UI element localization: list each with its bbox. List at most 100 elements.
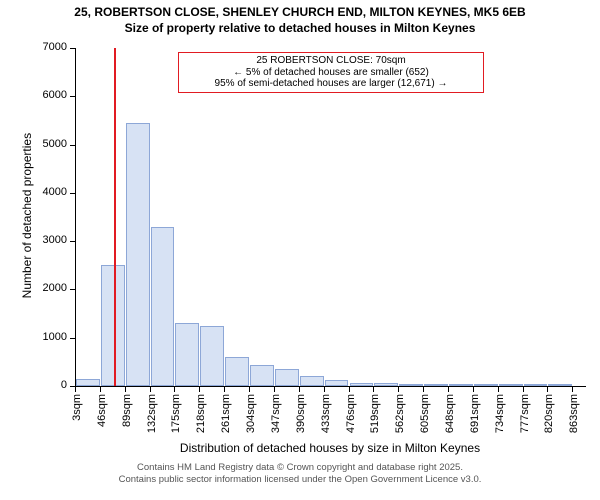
- histogram-bar: [424, 384, 448, 386]
- x-tick-label: 476sqm: [345, 394, 357, 433]
- x-tick: 605sqm: [423, 386, 424, 500]
- y-tick-label: 2000: [43, 282, 67, 294]
- x-tick-label: 777sqm: [519, 394, 531, 433]
- y-tickmark: [70, 289, 75, 290]
- histogram-bar: [499, 384, 523, 386]
- reference-line: [114, 48, 116, 386]
- x-tick-label: 562sqm: [394, 394, 406, 433]
- x-tick: 562sqm: [398, 386, 399, 500]
- x-tick-label: 46sqm: [96, 394, 108, 427]
- x-tickmark: [125, 386, 126, 392]
- histogram-bar: [449, 384, 473, 386]
- x-tick-label: 3sqm: [71, 394, 83, 421]
- y-tick-label: 6000: [43, 89, 67, 101]
- footer-line2: Contains public sector information licen…: [0, 474, 600, 485]
- x-tick: 648sqm: [448, 386, 449, 500]
- x-tick: 390sqm: [299, 386, 300, 500]
- x-tick: 89sqm: [125, 386, 126, 500]
- y-tick: 3000: [70, 241, 75, 242]
- histogram-bar: [76, 379, 100, 386]
- x-tick: 304sqm: [249, 386, 250, 500]
- x-tickmark: [299, 386, 300, 392]
- histogram-bar: [175, 323, 199, 386]
- annotation-line: 25 ROBERTSON CLOSE: 70sqm: [185, 55, 477, 67]
- histogram-bar: [126, 123, 150, 386]
- x-tick-label: 175sqm: [170, 394, 182, 433]
- x-tick-label: 89sqm: [121, 394, 133, 427]
- x-tick-label: 261sqm: [220, 394, 232, 433]
- plot-area: 25 ROBERTSON CLOSE: 70sqm← 5% of detache…: [75, 48, 586, 387]
- y-tick-label: 4000: [43, 186, 67, 198]
- x-tick-label: 820sqm: [543, 394, 555, 433]
- annotation-box: 25 ROBERTSON CLOSE: 70sqm← 5% of detache…: [178, 52, 484, 93]
- x-tickmark: [523, 386, 524, 392]
- x-tick: 777sqm: [523, 386, 524, 500]
- x-tickmark: [547, 386, 548, 392]
- histogram-bar: [374, 383, 398, 386]
- x-tick-label: 519sqm: [369, 394, 381, 433]
- x-tick: 218sqm: [199, 386, 200, 500]
- chart-title-line2: Size of property relative to detached ho…: [0, 21, 600, 35]
- y-axis-label: Number of detached properties: [20, 114, 34, 317]
- histogram-bar: [250, 365, 274, 386]
- x-tick-label: 433sqm: [320, 394, 332, 433]
- x-tick: 691sqm: [473, 386, 474, 500]
- x-tick-label: 218sqm: [195, 394, 207, 433]
- x-tickmark: [398, 386, 399, 392]
- y-tickmark: [70, 338, 75, 339]
- x-tickmark: [174, 386, 175, 392]
- histogram-bar: [524, 384, 548, 386]
- x-tickmark: [572, 386, 573, 392]
- x-tick: 347sqm: [274, 386, 275, 500]
- x-tickmark: [150, 386, 151, 392]
- footer-line1: Contains HM Land Registry data © Crown c…: [0, 462, 600, 473]
- histogram-bar: [200, 326, 224, 386]
- x-tick: 132sqm: [150, 386, 151, 500]
- x-tickmark: [448, 386, 449, 392]
- x-tick-label: 734sqm: [494, 394, 506, 433]
- histogram-bar: [325, 380, 349, 386]
- y-tick-label: 3000: [43, 234, 67, 246]
- x-tickmark: [249, 386, 250, 392]
- x-tick: 175sqm: [174, 386, 175, 500]
- y-tick-label: 5000: [43, 138, 67, 150]
- y-tickmark: [70, 48, 75, 49]
- chart-title-line1: 25, ROBERTSON CLOSE, SHENLEY CHURCH END,…: [0, 5, 600, 19]
- x-tick: 863sqm: [572, 386, 573, 500]
- y-tickmark: [70, 241, 75, 242]
- x-tick-label: 132sqm: [146, 394, 158, 433]
- histogram-bar: [548, 384, 572, 386]
- y-tick: 2000: [70, 289, 75, 290]
- annotation-line: 95% of semi-detached houses are larger (…: [185, 78, 477, 90]
- y-tick: 6000: [70, 96, 75, 97]
- x-axis-label: Distribution of detached houses by size …: [75, 441, 585, 455]
- x-tickmark: [373, 386, 374, 392]
- y-tickmark: [70, 145, 75, 146]
- x-tick-label: 691sqm: [469, 394, 481, 433]
- histogram-bar: [275, 369, 299, 386]
- histogram-bar: [225, 357, 249, 386]
- y-tick: 5000: [70, 145, 75, 146]
- y-tick-label: 1000: [43, 331, 67, 343]
- histogram-bar: [350, 383, 374, 386]
- x-tick: 3sqm: [75, 386, 76, 500]
- x-tick: 519sqm: [373, 386, 374, 500]
- x-tick: 433sqm: [324, 386, 325, 500]
- x-tick: 46sqm: [100, 386, 101, 500]
- histogram-bar: [399, 384, 423, 386]
- x-tickmark: [199, 386, 200, 392]
- x-tick-label: 648sqm: [444, 394, 456, 433]
- x-tick-label: 304sqm: [245, 394, 257, 433]
- y-tick: 4000: [70, 193, 75, 194]
- y-tick: 7000: [70, 48, 75, 49]
- x-tickmark: [274, 386, 275, 392]
- annotation-line: ← 5% of detached houses are smaller (652…: [185, 67, 477, 79]
- x-tickmark: [100, 386, 101, 392]
- x-tick: 476sqm: [349, 386, 350, 500]
- histogram-bar: [151, 227, 175, 386]
- x-tick-label: 390sqm: [295, 394, 307, 433]
- x-tickmark: [224, 386, 225, 392]
- x-tick-label: 863sqm: [568, 394, 580, 433]
- x-tick: 261sqm: [224, 386, 225, 500]
- x-tick: 820sqm: [547, 386, 548, 500]
